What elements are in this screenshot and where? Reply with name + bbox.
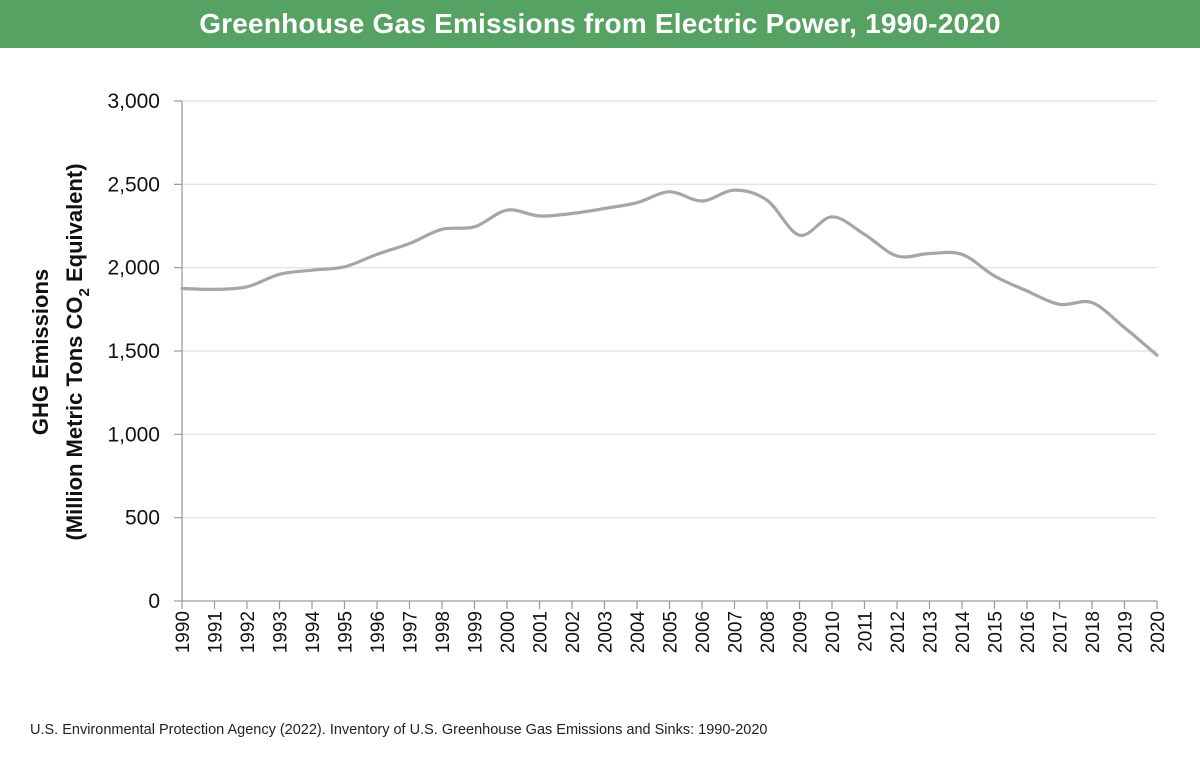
y-tick-label: 1,000	[107, 423, 160, 446]
x-tick-label: 2015	[986, 611, 1007, 653]
x-tick-label: 2019	[1116, 611, 1137, 653]
source-note: U.S. Environmental Protection Agency (20…	[30, 722, 768, 738]
x-tick-label: 2011	[856, 611, 877, 652]
y-tick-label: 1,500	[107, 340, 160, 363]
x-tick-label: 2016	[1018, 611, 1039, 653]
x-tick-label: 2020	[1148, 611, 1169, 653]
x-tick-label: 1990	[173, 611, 194, 653]
x-tick-label: 2012	[888, 611, 909, 653]
x-tick-label: 2005	[661, 611, 682, 653]
x-tick-label: 2009	[791, 611, 812, 653]
y-axis: 0 500 1,000 1,500 2,000 2,500 3,000	[107, 90, 183, 613]
x-tick-label: 2018	[1083, 611, 1104, 653]
x-tick-label: 2008	[758, 611, 779, 653]
x-tick-label: 1994	[303, 611, 324, 654]
x-tick-label: 1996	[368, 611, 389, 653]
x-tick-label: 2004	[628, 611, 649, 654]
series-line	[180, 188, 1159, 357]
y-axis-label-line1: GHG Emissions	[28, 269, 53, 435]
x-tick-label: 2003	[596, 611, 617, 653]
chart-title: Greenhouse Gas Emissions from Electric P…	[0, 0, 1200, 48]
x-tick-label: 1991	[206, 611, 227, 653]
y-axis-label-post: Equivalent)	[62, 163, 87, 288]
y-axis-label: GHG Emissions (Million Metric Tons CO2 E…	[28, 163, 93, 540]
y-tick-label: 2,500	[107, 173, 160, 196]
y-axis-label-line2: (Million Metric Tons CO2 Equivalent)	[62, 163, 93, 540]
y-tick-label: 0	[148, 590, 160, 613]
x-tick-label: 2006	[693, 611, 714, 653]
y-axis-label-subscript: 2	[76, 288, 93, 296]
x-tick-label: 2000	[498, 611, 519, 653]
x-tick-label: 2013	[921, 611, 942, 653]
y-tick-label: 500	[125, 507, 160, 530]
grid-lines	[182, 100, 1157, 519]
x-tick-label: 2001	[531, 611, 552, 653]
y-tick-label: 3,000	[107, 90, 160, 113]
x-tick-label: 2002	[563, 611, 584, 653]
x-tick-label: 2017	[1051, 611, 1072, 653]
x-tick-label: 1998	[433, 611, 454, 653]
x-tick-label: 1993	[271, 611, 292, 653]
x-tick-label: 1997	[401, 611, 422, 653]
y-axis-label-pre: (Million Metric Tons CO	[62, 297, 87, 541]
x-tick-label: 1992	[238, 611, 259, 653]
x-tick-label: 1999	[466, 611, 487, 653]
x-axis: 1990 1991 1992 1993 1994 1995 1996 1997 1998 1999…	[173, 600, 1169, 654]
x-tick-label: 2007	[726, 611, 747, 653]
y-tick-label: 2,000	[107, 257, 160, 280]
x-tick-label: 2014	[953, 611, 974, 654]
x-tick-label: 1995	[336, 611, 357, 653]
x-tick-label: 2010	[823, 611, 844, 653]
